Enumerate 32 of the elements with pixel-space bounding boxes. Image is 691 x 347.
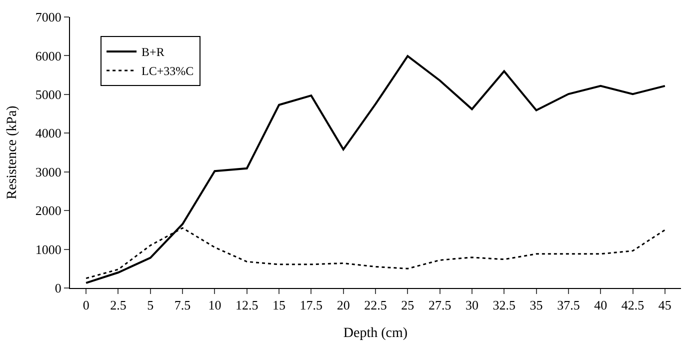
x-tick-label: 17.5 [300,298,323,313]
x-tick-label: 5 [147,298,154,313]
x-tick-label: 40 [594,298,608,313]
y-tick-label: 0 [54,280,62,296]
legend-label: LC+33%C [142,64,194,78]
x-tick-label: 42.5 [621,298,644,313]
x-tick-label: 7.5 [174,298,191,313]
x-tick-label: 2.5 [110,298,126,313]
y-tick-label: 7000 [35,10,62,25]
y-tick-label: 2000 [35,203,62,218]
y-axis-title: Resistence (kPa) [5,105,20,200]
legend-label: B+R [142,45,164,60]
x-tick-label: 45 [658,298,672,313]
line-series [85,55,666,284]
x-tick-label: 12.5 [235,298,258,313]
x-tick-label: 32.5 [492,298,516,313]
x-tick-label: 15 [272,298,286,313]
x-tick-label: 0 [82,298,90,313]
y-tick-label: 5000 [35,86,62,102]
x-tick-label: 20 [336,298,350,313]
y-tick-label: 4000 [35,126,62,141]
x-tick-label: 35 [530,298,543,313]
x-tick-label: 22.5 [364,298,387,313]
y-tick-label: 3000 [35,164,62,180]
x-tick-label: 27.5 [428,298,452,313]
x-axis-title: Depth (cm) [343,326,408,341]
x-tick-label: 10 [208,298,222,313]
x-tick-label: 37.5 [557,298,580,313]
y-tick-label: 1000 [35,242,62,257]
y-tick-label: 6000 [35,48,62,64]
x-tick-label: 25 [401,298,414,313]
x-tick-label: 30 [465,298,478,313]
